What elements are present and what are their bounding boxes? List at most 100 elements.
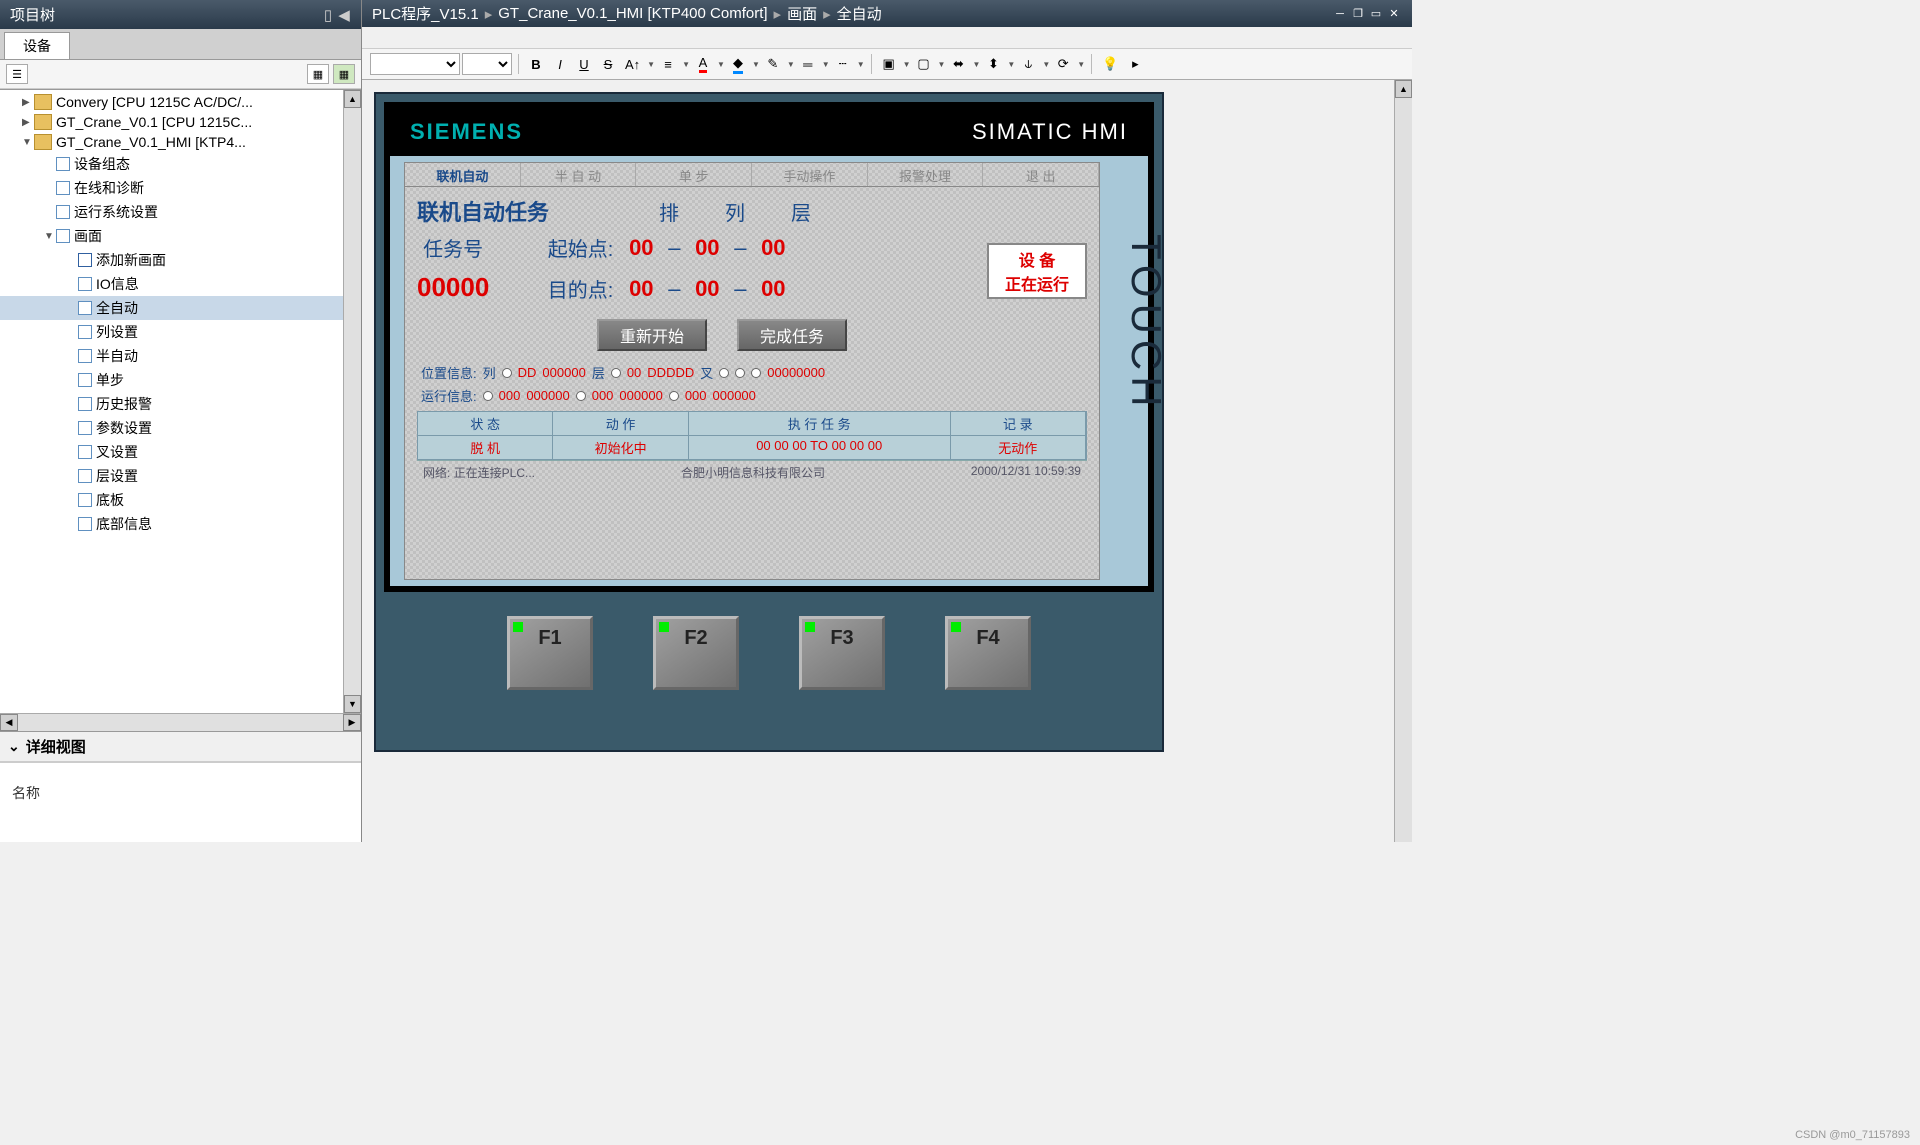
tree-view1-icon[interactable]: ▦ — [307, 64, 329, 84]
scroll-right-icon[interactable]: ▶ — [343, 714, 361, 731]
tree-item[interactable]: ▼画面 — [0, 224, 343, 248]
breadcrumb-item[interactable]: PLC程序_V15.1 — [372, 3, 479, 24]
hmi-nav-tab[interactable]: 单 步 — [636, 163, 752, 186]
tree-view2-icon[interactable]: ▦ — [333, 64, 355, 84]
hmi-device: SIEMENS SIMATIC HMI 联机自动半 自 动单 步手动操作报警处理… — [374, 92, 1164, 752]
hmi-screen-frame: SIEMENS SIMATIC HMI 联机自动半 自 动单 步手动操作报警处理… — [384, 102, 1154, 592]
tree-item[interactable]: 运行系统设置 — [0, 200, 343, 224]
editor-canvas[interactable]: SIEMENS SIMATIC HMI 联机自动半 自 动单 步手动操作报警处理… — [362, 80, 1412, 842]
function-key-f4[interactable]: F4 — [945, 616, 1031, 690]
tree-item[interactable]: ▶GT_Crane_V0.1 [CPU 1215C... — [0, 112, 343, 132]
detail-view-header[interactable]: 详细视图 — [0, 731, 361, 762]
tree-item[interactable]: IO信息 — [0, 272, 343, 296]
tab-devices[interactable]: 设备 — [4, 32, 70, 59]
highlight-button[interactable]: 💡 — [1098, 53, 1122, 75]
tree-item[interactable]: ▶Convery [CPU 1215C AC/DC/... — [0, 92, 343, 112]
hmi-nav-tab[interactable]: 退 出 — [983, 163, 1099, 186]
function-key-f1[interactable]: F1 — [507, 616, 593, 690]
tree-vscroll[interactable]: ▲ ▼ — [343, 90, 361, 713]
rotate-button[interactable]: ⟳ — [1052, 53, 1074, 75]
hmi-nav-tab[interactable]: 手动操作 — [752, 163, 868, 186]
hmi-nav-tab[interactable]: 半 自 动 — [521, 163, 637, 186]
tree-item[interactable]: 单步 — [0, 368, 343, 392]
simatic-label: SIMATIC HMI — [972, 119, 1128, 145]
spacer — [362, 27, 1412, 49]
linecolor-button[interactable]: ✎ — [762, 53, 784, 75]
complete-button[interactable]: 完成任务 — [737, 319, 847, 351]
tree-item[interactable]: 叉设置 — [0, 440, 343, 464]
tree-item[interactable]: 底板 — [0, 488, 343, 512]
close-icon[interactable]: ✕ — [1386, 7, 1402, 21]
fillcolor-button[interactable]: ◆ — [727, 53, 749, 75]
tree-item[interactable]: 半自动 — [0, 344, 343, 368]
editor-title-bar: PLC程序_V15.1▸GT_Crane_V0.1_HMI [KTP400 Co… — [362, 0, 1412, 27]
panel-header-icons: ▯ ◀ — [321, 8, 351, 22]
task-number-block: 任务号 00000 — [417, 233, 489, 303]
breadcrumb-item[interactable]: GT_Crane_V0.1_HMI [KTP400 Comfort] — [498, 5, 767, 22]
project-tree-title: 项目树 — [10, 4, 55, 25]
tree-item[interactable]: 添加新画面 — [0, 248, 343, 272]
editor-toolbar: B I U S A↑▼ ≡▼ A▼ ◆▼ ✎▼ ═▼ ┄▼ ▣▼ ▢▼ ⬌▼ ⬍… — [362, 49, 1412, 80]
hmi-nav-tab[interactable]: 联机自动 — [405, 163, 521, 186]
strike-button[interactable]: S — [597, 53, 619, 75]
font-family-select[interactable] — [370, 53, 460, 75]
panel-collapse-icon[interactable]: ◀ — [337, 8, 351, 22]
hmi-nav-tab[interactable]: 报警处理 — [868, 163, 984, 186]
hmi-nav-tabs: 联机自动半 自 动单 步手动操作报警处理退 出 — [405, 163, 1099, 187]
status-table: 状 态 动 作 执 行 任 务 记 录 脱 机 初始化中 — [417, 411, 1087, 460]
function-keys: F1 F2 F3 F4 — [384, 616, 1154, 690]
function-key-f3[interactable]: F3 — [799, 616, 885, 690]
tree-item[interactable]: 在线和诊断 — [0, 176, 343, 200]
hmi-screen: SIEMENS SIMATIC HMI 联机自动半 自 动单 步手动操作报警处理… — [390, 108, 1148, 586]
tree-item[interactable]: 底部信息 — [0, 512, 343, 536]
siemens-logo: SIEMENS — [410, 119, 523, 145]
font-size-select[interactable] — [462, 53, 512, 75]
valign-button[interactable]: ⬍ — [982, 53, 1004, 75]
layer-front-button[interactable]: ▣ — [878, 53, 900, 75]
align-button[interactable]: ≡ — [657, 53, 679, 75]
tree-hscroll[interactable]: ◀ ▶ — [0, 713, 361, 731]
scroll-down-icon[interactable]: ▼ — [344, 695, 361, 713]
tree-item[interactable]: ▼GT_Crane_V0.1_HMI [KTP4... — [0, 132, 343, 152]
tree-tool-icon[interactable]: ☰ — [6, 64, 28, 84]
panel-pin-icon[interactable]: ▯ — [321, 8, 335, 22]
breadcrumb: PLC程序_V15.1▸GT_Crane_V0.1_HMI [KTP400 Co… — [372, 3, 882, 24]
tree-item[interactable]: 历史报警 — [0, 392, 343, 416]
bold-button[interactable]: B — [525, 53, 547, 75]
restore-icon[interactable]: ❐ — [1350, 7, 1366, 21]
more-icon[interactable]: ▸ — [1124, 53, 1146, 75]
editor-vscroll[interactable]: ▲ — [1394, 80, 1412, 842]
watermark: CSDN @m0_71157893 — [1795, 1129, 1910, 1141]
fontinc-button[interactable]: A↑ — [621, 53, 644, 75]
tree-item[interactable]: 全自动 — [0, 296, 343, 320]
function-key-f2[interactable]: F2 — [653, 616, 739, 690]
scroll-left-icon[interactable]: ◀ — [0, 714, 18, 731]
hmi-main-area: 联机自动任务 排 列 层 任务号 — [405, 187, 1099, 492]
italic-button[interactable]: I — [549, 53, 571, 75]
tree-item[interactable]: 参数设置 — [0, 416, 343, 440]
underline-button[interactable]: U — [573, 53, 595, 75]
linestyle-button[interactable]: ┄ — [832, 53, 854, 75]
project-tree[interactable]: ▶Convery [CPU 1215C AC/DC/...▶GT_Crane_V… — [0, 90, 343, 713]
scroll-up-icon[interactable]: ▲ — [344, 90, 361, 108]
breadcrumb-item[interactable]: 画面 — [787, 3, 817, 24]
distrib-button[interactable]: ⫝ — [1017, 53, 1039, 75]
tree-item[interactable]: 层设置 — [0, 464, 343, 488]
tree-item[interactable]: 列设置 — [0, 320, 343, 344]
breadcrumb-item[interactable]: 全自动 — [837, 3, 882, 24]
restart-button[interactable]: 重新开始 — [597, 319, 707, 351]
maximize-icon[interactable]: ▭ — [1368, 7, 1384, 21]
minimize-icon[interactable]: ─ — [1332, 7, 1348, 21]
detail-name-label: 名称 — [0, 763, 361, 807]
layer-back-button[interactable]: ▢ — [913, 53, 935, 75]
fontcolor-button[interactable]: A — [692, 53, 714, 75]
col-headers: 排 列 层 — [659, 197, 811, 226]
tree-item[interactable]: 设备组态 — [0, 152, 343, 176]
app-root: 项目树 ▯ ◀ 设备 ☰ ▦ ▦ ▶Convery [CPU 1215C AC/… — [0, 0, 1412, 842]
halign-button[interactable]: ⬌ — [947, 53, 969, 75]
lineweight-button[interactable]: ═ — [797, 53, 819, 75]
tree-container: ▶Convery [CPU 1215C AC/DC/...▶GT_Crane_V… — [0, 89, 361, 713]
editor-scroll-up-icon[interactable]: ▲ — [1395, 80, 1412, 98]
project-tree-header: 项目树 ▯ ◀ — [0, 0, 361, 29]
device-status-box: 设 备 正在运行 — [987, 243, 1087, 299]
